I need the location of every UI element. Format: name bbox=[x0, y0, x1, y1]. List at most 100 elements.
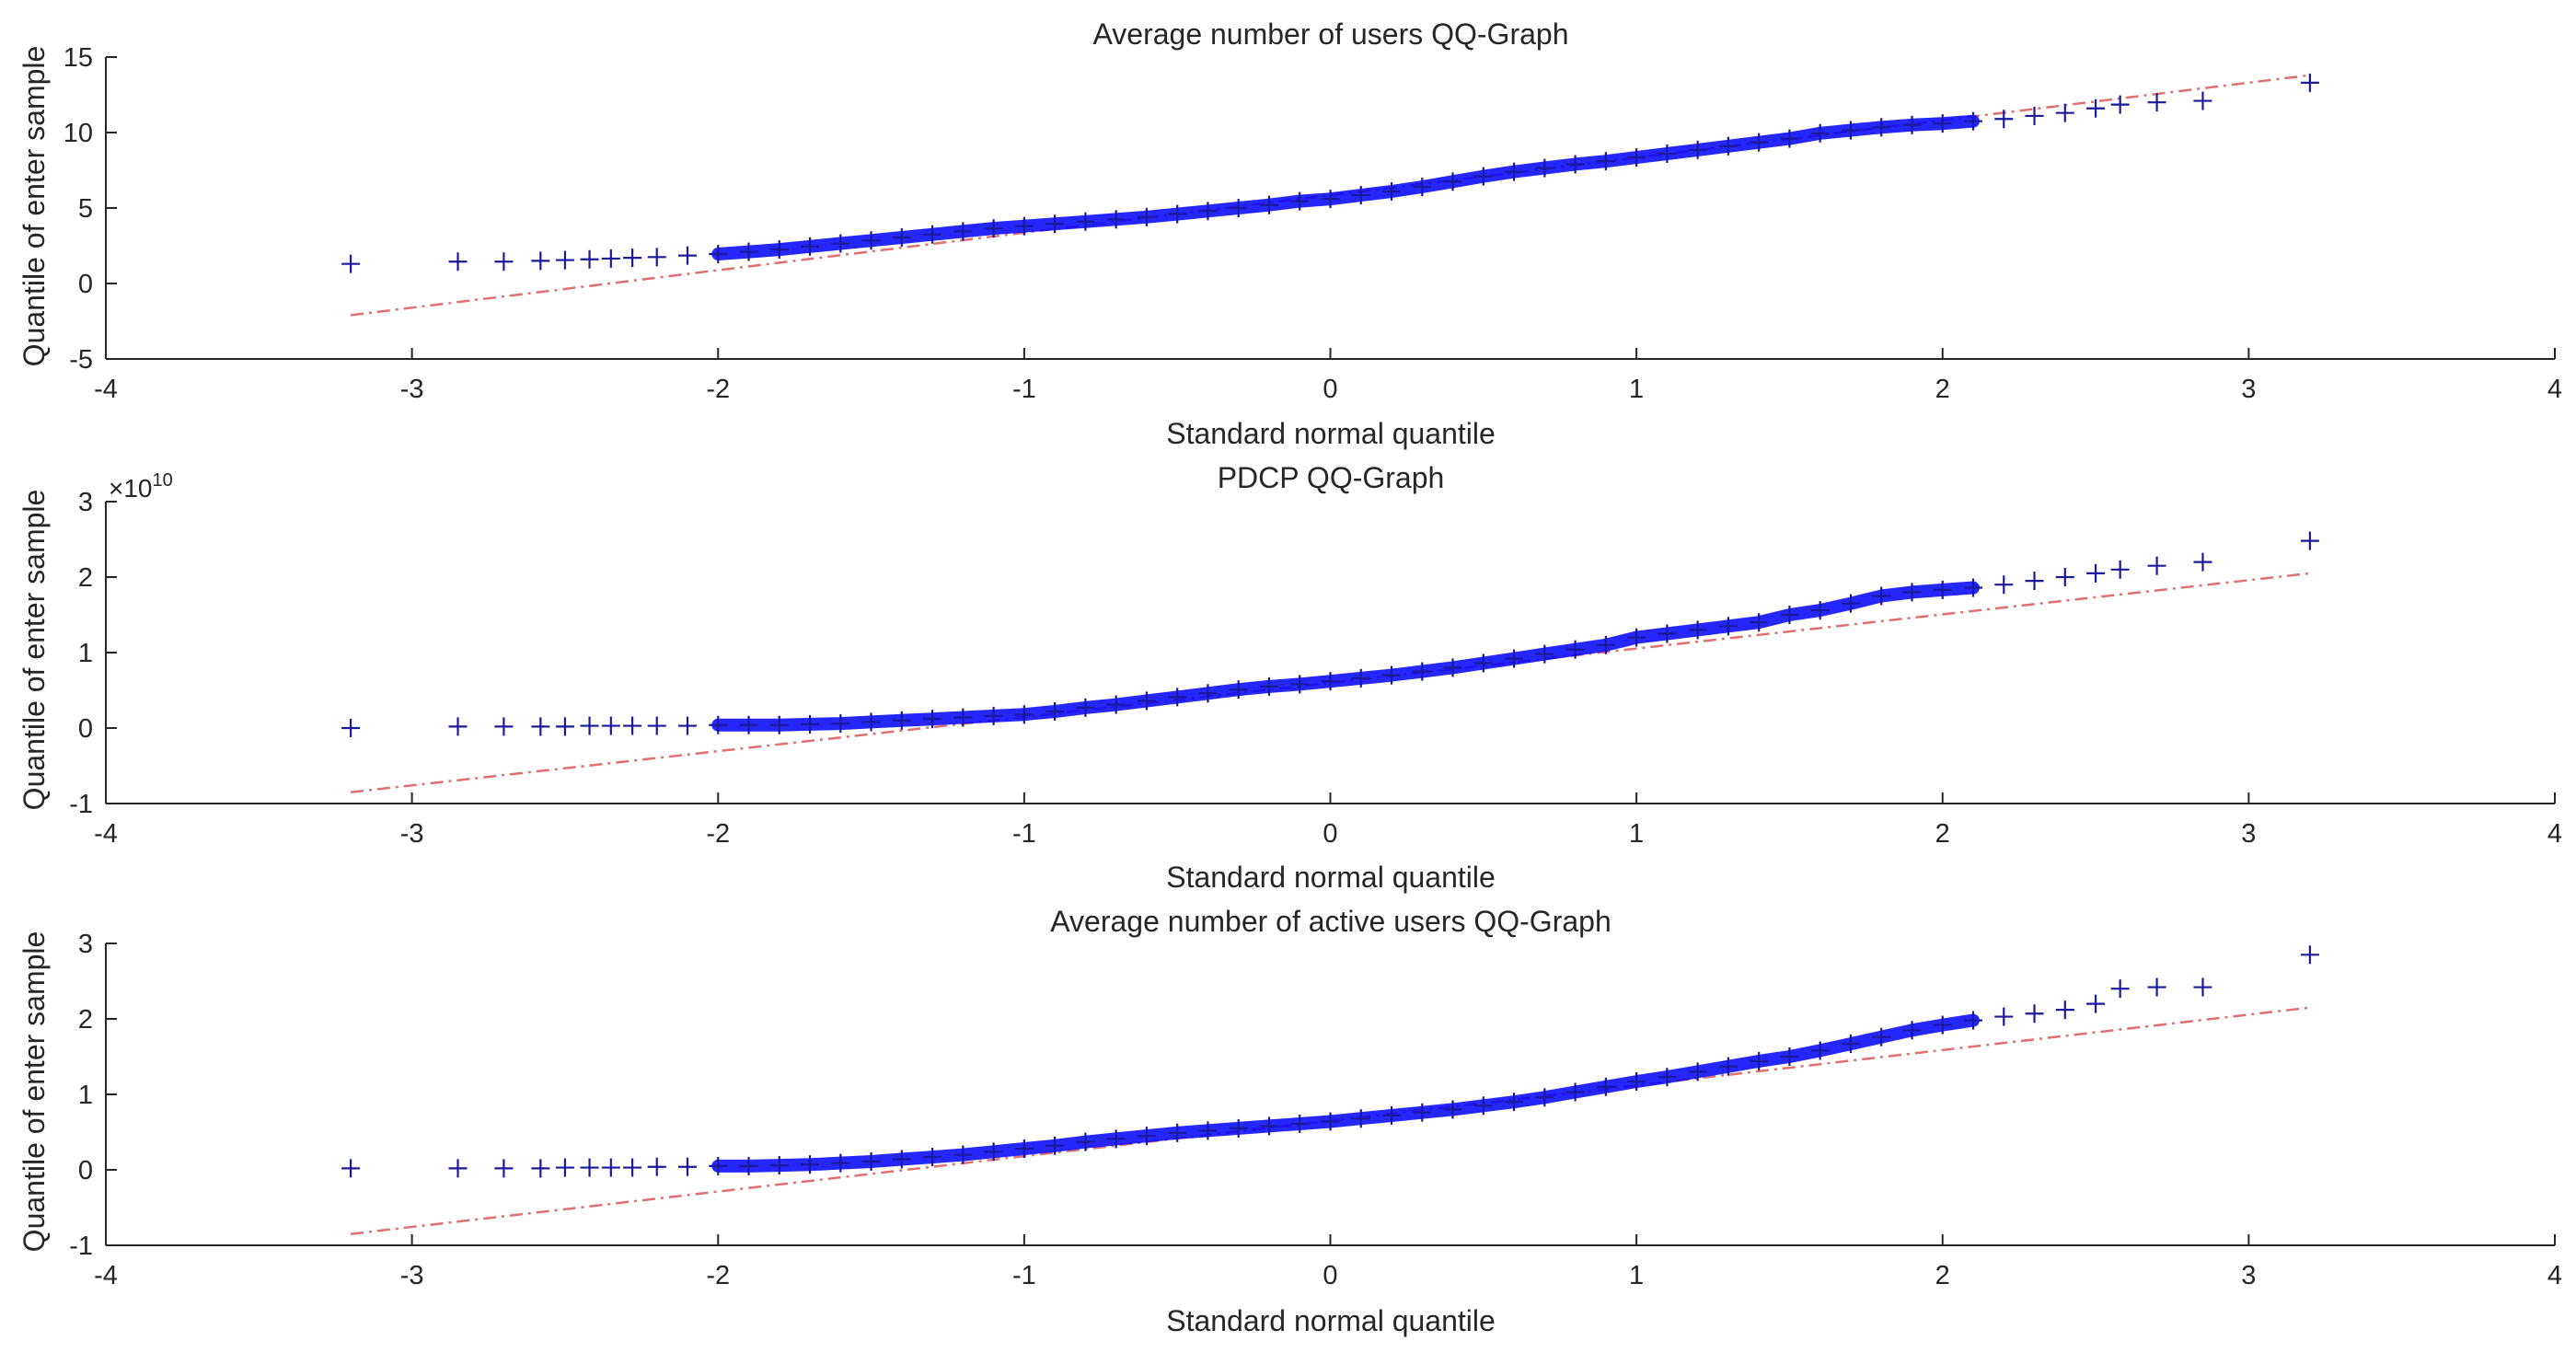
subplot-2-point bbox=[1994, 575, 2014, 595]
subplot-1-point bbox=[1565, 155, 1585, 174]
subplot-1-point bbox=[494, 252, 514, 272]
subplot-1-point bbox=[1351, 186, 1370, 205]
subplot-3-point bbox=[1688, 1062, 1707, 1081]
subplot-1-title: Average number of users QQ-Graph bbox=[1093, 17, 1569, 51]
subplot-1-point bbox=[1290, 191, 1310, 211]
subplot-3-point bbox=[2300, 945, 2319, 965]
subplot-1-point bbox=[1168, 204, 1187, 224]
subplot-3-point bbox=[580, 1158, 599, 1177]
subplot-2-point bbox=[1198, 684, 1218, 703]
subplot-2-x-tick-label: -4 bbox=[94, 819, 118, 849]
subplot-3-point bbox=[1780, 1047, 1799, 1066]
subplot-2-point bbox=[923, 710, 942, 729]
subplot-1-point bbox=[1443, 172, 1462, 191]
subplot-3-point bbox=[1596, 1077, 1615, 1096]
subplot-1-x-tick-label: 0 bbox=[1323, 375, 1337, 404]
subplot-1-point bbox=[1780, 129, 1799, 148]
subplot-3-point bbox=[1290, 1114, 1310, 1133]
subplot-2-point bbox=[1627, 628, 1646, 647]
subplot-3-y-tick-label: 1 bbox=[78, 1081, 93, 1110]
subplot-2-point bbox=[1718, 617, 1738, 636]
subplot-3-point bbox=[1902, 1021, 1922, 1040]
subplot-2-point bbox=[1413, 662, 1432, 681]
subplot-3-point bbox=[1718, 1057, 1738, 1076]
subplot-1-point bbox=[801, 237, 820, 256]
subplot-2-y-tick-label: 0 bbox=[78, 714, 93, 744]
subplot-1-point bbox=[1964, 111, 1983, 131]
subplot-3-x-tick-label: 0 bbox=[1323, 1261, 1337, 1290]
subplot-2-y-tick-label: 1 bbox=[78, 639, 93, 668]
subplot-2-point bbox=[555, 717, 574, 736]
subplot-2-point bbox=[1933, 580, 1952, 599]
subplot-3-point bbox=[801, 1155, 820, 1174]
subplot-2-x-tick-label: 1 bbox=[1629, 819, 1644, 849]
subplot-3-point bbox=[1045, 1136, 1065, 1155]
subplot-2-point bbox=[341, 719, 361, 737]
subplot-3-point bbox=[2193, 977, 2212, 997]
subplot-3-point bbox=[1565, 1082, 1585, 1102]
subplot-1-y-tick-label: 15 bbox=[64, 43, 93, 73]
subplot-3-point bbox=[647, 1157, 666, 1176]
subplot-2-point bbox=[1045, 701, 1065, 721]
subplot-1-x-tick-label: 3 bbox=[2241, 375, 2256, 404]
subplot-3-x-tick-label: 4 bbox=[2547, 1261, 2562, 1290]
subplot-3-point bbox=[923, 1148, 942, 1167]
subplot-3-point bbox=[892, 1150, 911, 1169]
subplot-2-point bbox=[1750, 613, 1769, 632]
subplot-3-point bbox=[1198, 1121, 1218, 1140]
subplot-3-point bbox=[531, 1159, 550, 1178]
subplot-1-point bbox=[1259, 195, 1278, 214]
subplot-2-point bbox=[1473, 653, 1493, 673]
subplot-3-point bbox=[1321, 1112, 1340, 1131]
subplot-3-point bbox=[555, 1158, 574, 1177]
subplot-3-point bbox=[1443, 1100, 1462, 1119]
subplot-1-xlabel: Standard normal quantile bbox=[1166, 417, 1496, 450]
subplot-3-point bbox=[1505, 1093, 1524, 1112]
subplot-3-point bbox=[2110, 979, 2130, 999]
subplot-2-point bbox=[709, 715, 728, 734]
subplot-3-point bbox=[984, 1142, 1003, 1162]
subplot-1-point bbox=[580, 249, 599, 269]
subplot-1-point bbox=[861, 231, 881, 250]
subplot-2-point bbox=[2086, 563, 2106, 583]
subplot-2-x-tick-label: 3 bbox=[2241, 819, 2256, 849]
subplot-2-exponent-base: ×10 bbox=[109, 474, 153, 503]
subplot-2-point bbox=[1168, 688, 1187, 707]
subplot-1-x-tick-label: 4 bbox=[2547, 375, 2562, 404]
subplot-3-reference-line bbox=[350, 1006, 2311, 1235]
subplot-1-point bbox=[2055, 103, 2074, 122]
subplot-3-point bbox=[831, 1153, 850, 1173]
subplot-2-point bbox=[531, 717, 550, 736]
subplot-2-point bbox=[1229, 680, 1248, 700]
subplot-3-point bbox=[1382, 1105, 1402, 1125]
subplot-2-point bbox=[448, 717, 468, 736]
subplot-1-point bbox=[1841, 121, 1860, 140]
subplot-3-point bbox=[1106, 1129, 1126, 1149]
subplot-1-point bbox=[1473, 167, 1493, 186]
subplot-3-y-tick-label: 0 bbox=[78, 1156, 93, 1185]
subplot-3-point bbox=[1137, 1127, 1156, 1146]
subplot-3-point bbox=[1627, 1072, 1646, 1092]
subplot-2-point bbox=[1351, 668, 1370, 688]
subplot-1-point bbox=[739, 242, 758, 261]
subplot-1-y-tick-label: 10 bbox=[64, 119, 93, 148]
subplot-3-title: Average number of active users QQ-Graph bbox=[1050, 905, 1611, 938]
subplot-1-x-tick-label: -2 bbox=[706, 375, 730, 404]
subplot-2-x-tick-label: 4 bbox=[2547, 819, 2562, 849]
subplot-2-point bbox=[1443, 658, 1462, 677]
subplot-1-point bbox=[1627, 148, 1646, 168]
subplot-2-point bbox=[601, 716, 620, 735]
subplot-2-point bbox=[1014, 705, 1034, 724]
subplot-1-point bbox=[1076, 212, 1095, 231]
subplot-3-point bbox=[1076, 1132, 1095, 1151]
subplot-1-point bbox=[1718, 136, 1738, 156]
subplot-2-point bbox=[1137, 691, 1156, 711]
subplot-1-point bbox=[1902, 115, 1922, 134]
subplot-1-point bbox=[709, 245, 728, 264]
subplot-1-point bbox=[1750, 133, 1769, 152]
subplot-1-point bbox=[1137, 207, 1156, 226]
subplot-1-point bbox=[623, 249, 642, 268]
subplot-3-point bbox=[1658, 1068, 1677, 1087]
subplot-2-point bbox=[1106, 695, 1126, 714]
subplot-3-x-tick-label: -2 bbox=[706, 1261, 730, 1290]
